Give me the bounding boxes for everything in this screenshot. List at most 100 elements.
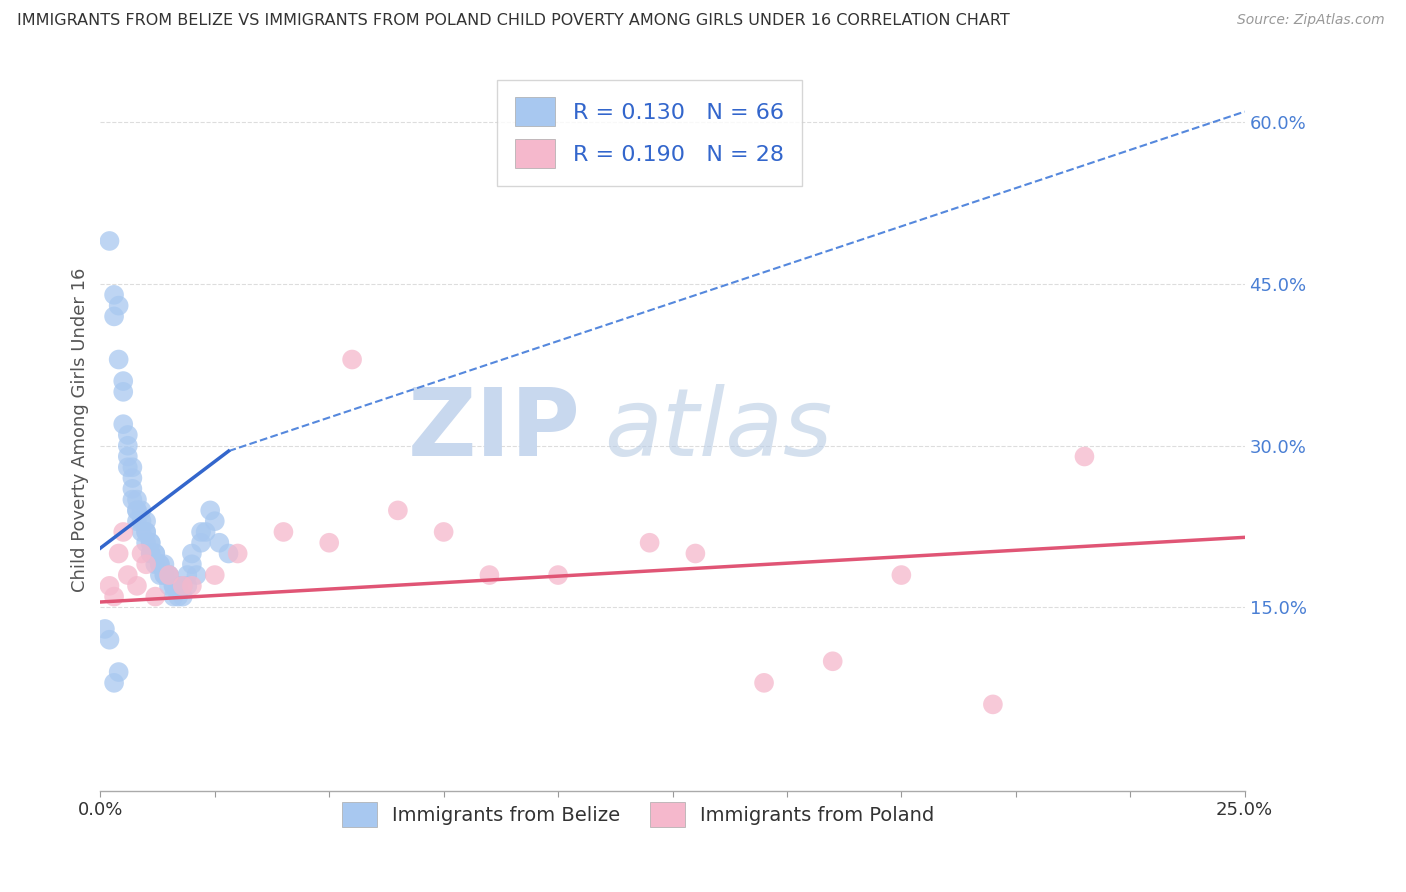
Point xyxy=(180,547,202,561)
Point xyxy=(200,503,222,517)
Point xyxy=(143,547,166,561)
Point xyxy=(112,524,135,539)
Point xyxy=(478,568,501,582)
Point xyxy=(94,622,117,636)
Point xyxy=(139,535,162,549)
Point xyxy=(121,482,143,496)
Point xyxy=(186,568,208,582)
Point xyxy=(172,590,194,604)
Point xyxy=(821,654,844,668)
Point xyxy=(139,535,162,549)
Point xyxy=(112,417,135,432)
Point xyxy=(98,234,121,248)
Point xyxy=(112,374,135,388)
Point xyxy=(103,288,125,302)
Point xyxy=(103,590,125,604)
Point xyxy=(107,352,129,367)
Point xyxy=(172,579,194,593)
Point xyxy=(157,568,180,582)
Point xyxy=(190,535,212,549)
Point xyxy=(153,558,176,572)
Point xyxy=(340,352,363,367)
Point xyxy=(107,299,129,313)
Y-axis label: Child Poverty Among Girls Under 16: Child Poverty Among Girls Under 16 xyxy=(72,268,89,591)
Point xyxy=(143,547,166,561)
Point xyxy=(125,503,148,517)
Point xyxy=(121,460,143,475)
Point xyxy=(638,535,661,549)
Point xyxy=(318,535,340,549)
Point xyxy=(131,547,153,561)
Point xyxy=(103,676,125,690)
Point xyxy=(149,568,172,582)
Text: ZIP: ZIP xyxy=(408,384,581,475)
Point xyxy=(139,547,162,561)
Point xyxy=(273,524,295,539)
Point xyxy=(162,590,184,604)
Point xyxy=(103,310,125,324)
Point xyxy=(117,450,139,464)
Point xyxy=(162,579,184,593)
Point xyxy=(107,547,129,561)
Point xyxy=(125,492,148,507)
Point xyxy=(176,568,198,582)
Point xyxy=(981,698,1004,712)
Point xyxy=(98,579,121,593)
Point xyxy=(135,514,157,528)
Text: atlas: atlas xyxy=(603,384,832,475)
Point xyxy=(121,492,143,507)
Point xyxy=(135,524,157,539)
Point xyxy=(135,535,157,549)
Point xyxy=(117,460,139,475)
Point xyxy=(153,568,176,582)
Point xyxy=(117,568,139,582)
Point xyxy=(107,665,129,679)
Point xyxy=(172,579,194,593)
Point xyxy=(204,568,226,582)
Point xyxy=(890,568,912,582)
Point xyxy=(218,547,240,561)
Point xyxy=(131,524,153,539)
Point xyxy=(167,590,190,604)
Point xyxy=(135,558,157,572)
Point xyxy=(752,676,775,690)
Point xyxy=(121,471,143,485)
Point xyxy=(153,568,176,582)
Point xyxy=(157,568,180,582)
Point xyxy=(131,503,153,517)
Point xyxy=(157,568,180,582)
Point xyxy=(180,558,202,572)
Point xyxy=(149,558,172,572)
Point xyxy=(125,579,148,593)
Text: IMMIGRANTS FROM BELIZE VS IMMIGRANTS FROM POLAND CHILD POVERTY AMONG GIRLS UNDER: IMMIGRANTS FROM BELIZE VS IMMIGRANTS FRO… xyxy=(17,13,1010,29)
Point xyxy=(117,439,139,453)
Point xyxy=(194,524,217,539)
Point xyxy=(226,547,249,561)
Point xyxy=(547,568,569,582)
Point xyxy=(190,524,212,539)
Point xyxy=(117,428,139,442)
Legend: Immigrants from Belize, Immigrants from Poland: Immigrants from Belize, Immigrants from … xyxy=(335,795,942,835)
Point xyxy=(139,547,162,561)
Point xyxy=(433,524,456,539)
Point xyxy=(162,579,184,593)
Point xyxy=(167,579,190,593)
Point xyxy=(208,535,231,549)
Point xyxy=(143,558,166,572)
Point xyxy=(204,514,226,528)
Point xyxy=(98,632,121,647)
Point xyxy=(131,514,153,528)
Point xyxy=(125,514,148,528)
Point xyxy=(135,524,157,539)
Point xyxy=(149,558,172,572)
Point xyxy=(180,579,202,593)
Point xyxy=(112,384,135,399)
Point xyxy=(125,503,148,517)
Point xyxy=(685,547,707,561)
Point xyxy=(1073,450,1095,464)
Point xyxy=(387,503,409,517)
Point xyxy=(143,590,166,604)
Point xyxy=(176,579,198,593)
Text: Source: ZipAtlas.com: Source: ZipAtlas.com xyxy=(1237,13,1385,28)
Point xyxy=(157,579,180,593)
